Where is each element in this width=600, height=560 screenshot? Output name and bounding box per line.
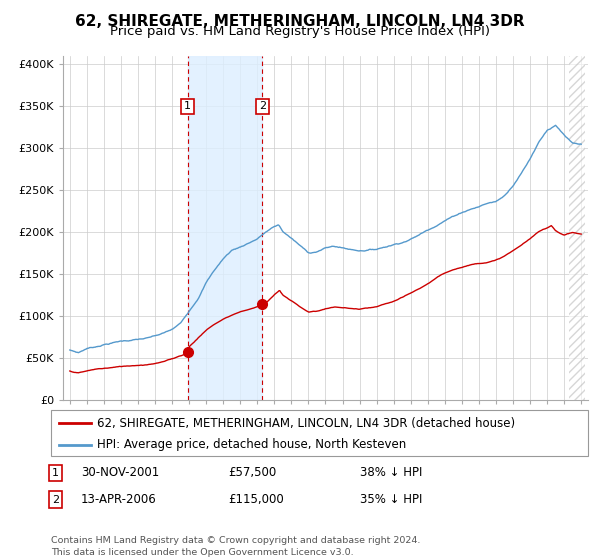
Text: 62, SHIREGATE, METHERINGHAM, LINCOLN, LN4 3DR: 62, SHIREGATE, METHERINGHAM, LINCOLN, LN… — [75, 14, 525, 29]
Text: 2: 2 — [52, 494, 59, 505]
Text: 30-NOV-2001: 30-NOV-2001 — [81, 466, 159, 479]
Text: 1: 1 — [52, 468, 59, 478]
Text: 35% ↓ HPI: 35% ↓ HPI — [360, 493, 422, 506]
Bar — [569, 56, 590, 400]
Text: 1: 1 — [184, 101, 191, 111]
Text: 13-APR-2006: 13-APR-2006 — [81, 493, 157, 506]
Text: 62, SHIREGATE, METHERINGHAM, LINCOLN, LN4 3DR (detached house): 62, SHIREGATE, METHERINGHAM, LINCOLN, LN… — [97, 417, 515, 430]
Text: 38% ↓ HPI: 38% ↓ HPI — [360, 466, 422, 479]
Text: HPI: Average price, detached house, North Kesteven: HPI: Average price, detached house, Nort… — [97, 438, 406, 451]
Text: £115,000: £115,000 — [228, 493, 284, 506]
Text: £57,500: £57,500 — [228, 466, 276, 479]
Bar — [188, 56, 262, 400]
Text: 2: 2 — [259, 101, 266, 111]
Text: Contains HM Land Registry data © Crown copyright and database right 2024.
This d: Contains HM Land Registry data © Crown c… — [51, 536, 421, 557]
Text: Price paid vs. HM Land Registry's House Price Index (HPI): Price paid vs. HM Land Registry's House … — [110, 25, 490, 38]
FancyBboxPatch shape — [51, 410, 588, 456]
Bar — [569, 56, 584, 400]
